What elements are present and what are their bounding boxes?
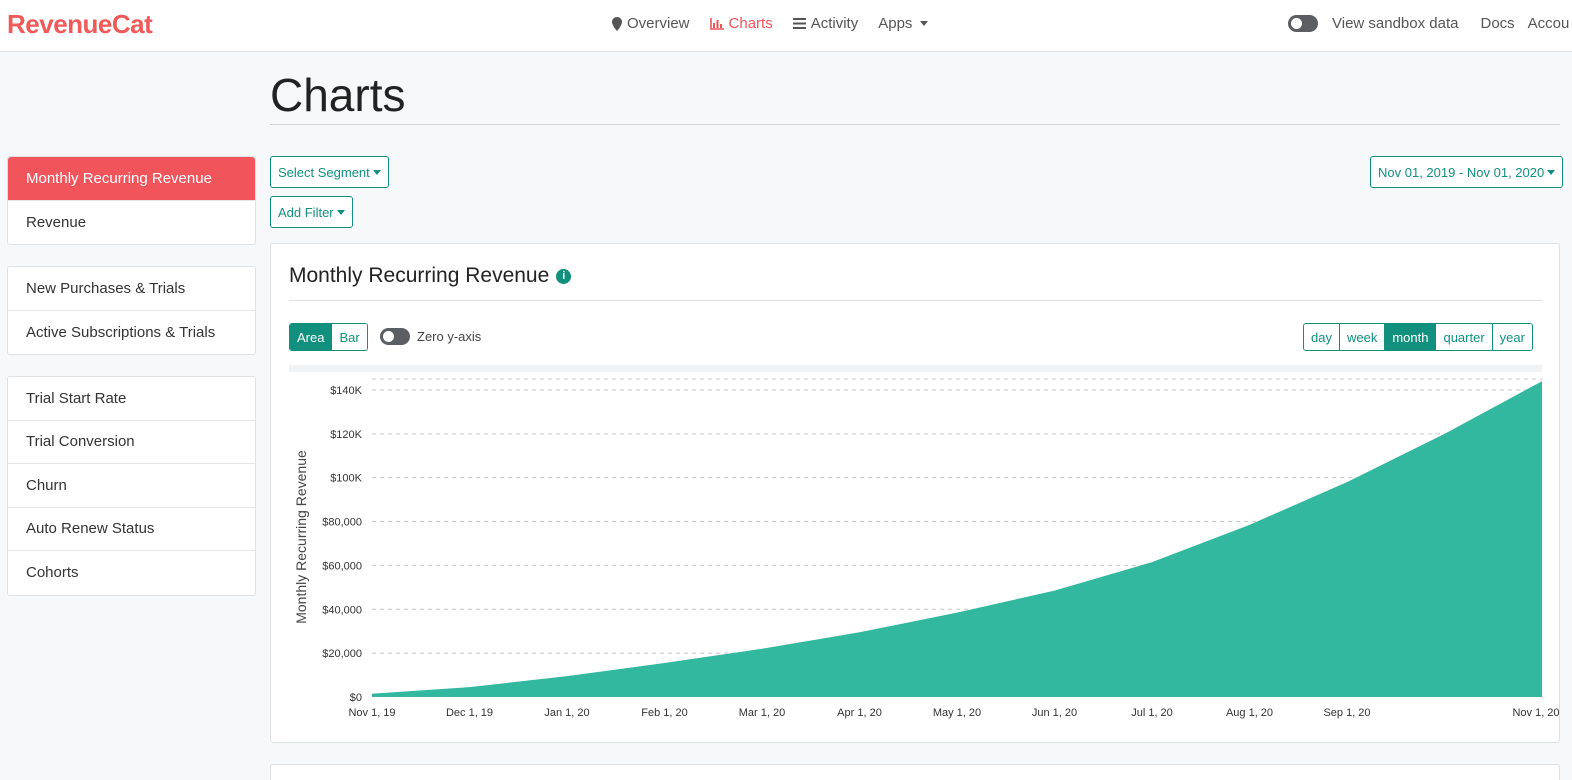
- sidebar-group-revenue: Monthly Recurring Revenue Revenue: [7, 156, 256, 245]
- sidebar-item-revenue[interactable]: Revenue: [26, 213, 87, 231]
- select-segment-label: Select Segment: [278, 164, 370, 180]
- title-divider: [270, 124, 1560, 125]
- sidebar-item-active-subscriptions[interactable]: Active Subscriptions & Trials: [26, 323, 216, 341]
- nav-activity-label: Activity: [810, 15, 859, 32]
- revenuecat-logo[interactable]: RevenueCat: [7, 9, 153, 39]
- sidebar-item-cohorts[interactable]: Cohorts: [26, 564, 79, 582]
- zero-y-axis-control: Zero y-axis: [380, 328, 481, 345]
- x-tick-label: Jul 1, 20: [1131, 707, 1173, 719]
- chart-type-toggle: Area Bar: [289, 323, 368, 351]
- x-tick-label: Apr 1, 20: [837, 707, 882, 719]
- nav-overview[interactable]: Overview: [612, 15, 690, 32]
- top-navbar: RevenueCat Overview Charts Activity Apps…: [0, 0, 1572, 52]
- zero-y-axis-toggle[interactable]: [380, 328, 410, 345]
- select-segment-button[interactable]: Select Segment: [270, 156, 389, 188]
- account-link[interactable]: Accou: [1527, 15, 1570, 32]
- x-tick-label: May 1, 20: [933, 707, 981, 719]
- nav-activity[interactable]: Activity: [792, 15, 859, 32]
- y-tick-label: $60,000: [322, 560, 362, 572]
- sandbox-label: View sandbox data: [1332, 15, 1459, 32]
- x-tick-label: Sep 1, 20: [1323, 707, 1370, 719]
- caret-down-icon: [1547, 169, 1556, 175]
- caret-down-icon: [336, 209, 345, 215]
- nav-charts[interactable]: Charts: [709, 15, 773, 32]
- zero-y-axis-label: Zero y-axis: [417, 329, 482, 344]
- sidebar-item-auto-renew[interactable]: Auto Renew Status: [8, 508, 255, 551]
- secondary-card: [270, 764, 1560, 780]
- sidebar-group-subscriptions: New Purchases & Trials Active Subscripti…: [7, 266, 256, 355]
- map-marker-icon: [612, 16, 622, 31]
- y-tick-label: $120K: [330, 429, 362, 441]
- sidebar-item-trial-conversion[interactable]: Trial Conversion: [8, 421, 255, 464]
- add-filter-label: Add Filter: [278, 204, 334, 220]
- sidebar-item-churn[interactable]: Churn: [8, 464, 255, 508]
- sidebar-item-mrr[interactable]: Monthly Recurring Revenue: [8, 157, 255, 201]
- x-tick-label: Dec 1, 19: [446, 707, 493, 719]
- period-month-button[interactable]: month: [1385, 324, 1437, 350]
- chart-card-title-text: Monthly Recurring Revenue: [289, 264, 550, 287]
- date-range-label: Nov 01, 2019 - Nov 01, 2020: [1378, 164, 1545, 180]
- chart-card-title: Monthly Recurring Revenue i: [289, 264, 572, 288]
- period-day-button[interactable]: day: [1304, 324, 1340, 350]
- y-tick-label: $140K: [330, 385, 362, 397]
- chart-area-series: [372, 381, 1542, 697]
- sidebar-item-trial-start-rate[interactable]: Trial Start Rate: [8, 377, 255, 421]
- period-quarter-button[interactable]: quarter: [1436, 324, 1493, 350]
- add-filter-button[interactable]: Add Filter: [270, 196, 353, 228]
- chart-y-axis: $0 $20,000 $40,000 $60,000 $80,000 $100K $120K…: [322, 385, 362, 704]
- nav-apps-label: Apps: [878, 15, 913, 32]
- sandbox-toggle[interactable]: [1288, 15, 1318, 32]
- nav-charts-label: Charts: [728, 15, 773, 32]
- docs-link[interactable]: Docs: [1480, 15, 1515, 32]
- y-tick-label: $80,000: [322, 517, 362, 529]
- chart-type-area-button[interactable]: Area: [290, 324, 333, 350]
- x-tick-label: Nov 1, 19: [348, 707, 395, 719]
- y-axis-title: Monthly Recurring Revenue: [293, 450, 309, 624]
- mrr-area-chart: $0 $20,000 $40,000 $60,000 $80,000 $100K $120K…: [293, 378, 1560, 719]
- page-title: Charts: [270, 69, 406, 121]
- x-tick-label: Feb 1, 20: [641, 707, 687, 719]
- sidebar-item-new-purchases[interactable]: New Purchases & Trials: [8, 267, 255, 311]
- nav-apps[interactable]: Apps: [878, 15, 929, 32]
- period-year-button[interactable]: year: [1492, 324, 1532, 350]
- caret-down-icon: [372, 169, 381, 175]
- chart-type-bar-button[interactable]: Bar: [332, 324, 367, 350]
- mrr-area[interactable]: [372, 381, 1542, 697]
- y-tick-label: $40,000: [322, 604, 362, 616]
- period-selector: day week month quarter year: [1303, 323, 1533, 351]
- nav-overview-label: Overview: [627, 15, 690, 32]
- x-tick-label: Aug 1, 20: [1226, 707, 1273, 719]
- info-icon[interactable]: i: [556, 268, 572, 284]
- y-tick-label: $0: [350, 692, 362, 704]
- sidebar-group-metrics: Trial Start Rate Trial Conversion Churn …: [7, 376, 256, 596]
- y-tick-label: $100K: [330, 473, 362, 485]
- caret-down-icon: [920, 21, 929, 26]
- y-tick-label: $20,000: [322, 648, 362, 660]
- chart-card: Monthly Recurring Revenue i Area Bar Zer…: [270, 243, 1560, 743]
- chart-x-axis: Nov 1, 19 Dec 1, 19 Jan 1, 20 Feb 1, 20 Mar …: [348, 707, 1559, 719]
- chart-top-band: [289, 365, 1542, 372]
- x-tick-label: Nov 1, 20: [1512, 707, 1559, 719]
- list-icon: [792, 18, 806, 29]
- date-range-picker[interactable]: Nov 01, 2019 - Nov 01, 2020: [1370, 156, 1564, 188]
- x-tick-label: Jun 1, 20: [1032, 707, 1077, 719]
- nav-right: View sandbox data Docs Accou: [1288, 15, 1569, 32]
- bar-chart-icon: [709, 17, 724, 30]
- card-divider: [289, 300, 1542, 301]
- x-tick-label: Jan 1, 20: [544, 707, 589, 719]
- main-nav: Overview Charts Activity Apps: [612, 15, 929, 32]
- period-week-button[interactable]: week: [1339, 324, 1386, 350]
- x-tick-label: Mar 1, 20: [739, 707, 785, 719]
